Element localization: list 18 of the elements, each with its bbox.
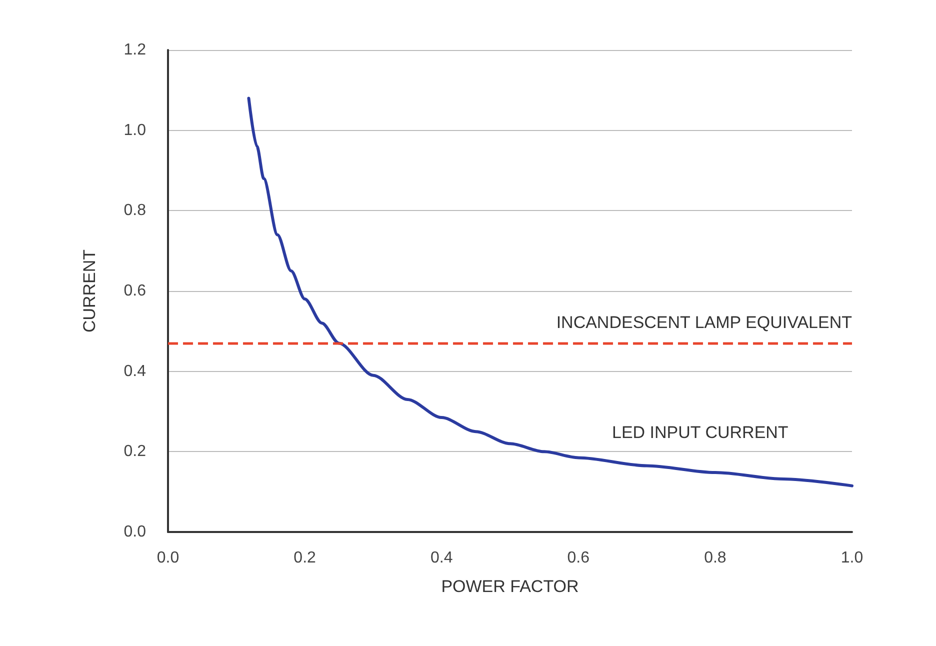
y-axis-title: CURRENT — [80, 249, 99, 333]
series-label: LED INPUT CURRENT — [612, 422, 788, 442]
x-tick-label: 0.8 — [704, 550, 726, 566]
text: 1.0 — [840, 550, 864, 566]
text: 0.0 — [124, 524, 146, 540]
y-tick-label: 0.6 — [124, 282, 146, 300]
x-tick-label: 0.6 — [567, 550, 590, 566]
ref-line-label: INCANDESCENT LAMP EQUIVALENT — [556, 313, 852, 332]
y-tick-label: 0.4 — [124, 362, 146, 380]
y-tick-label: 0.2 — [124, 443, 146, 460]
text: 1.0 — [124, 122, 146, 139]
x-tick-label: 0.4 — [430, 550, 453, 566]
text: 0.0 — [156, 550, 180, 566]
x-axis-title: POWER FACTOR — [441, 577, 579, 596]
x-tick-label: 0.2 — [294, 550, 316, 566]
y-tick-label: 1.2 — [124, 42, 146, 58]
y-tick-label: 0.8 — [124, 202, 146, 220]
line-series — [247, 96, 854, 488]
